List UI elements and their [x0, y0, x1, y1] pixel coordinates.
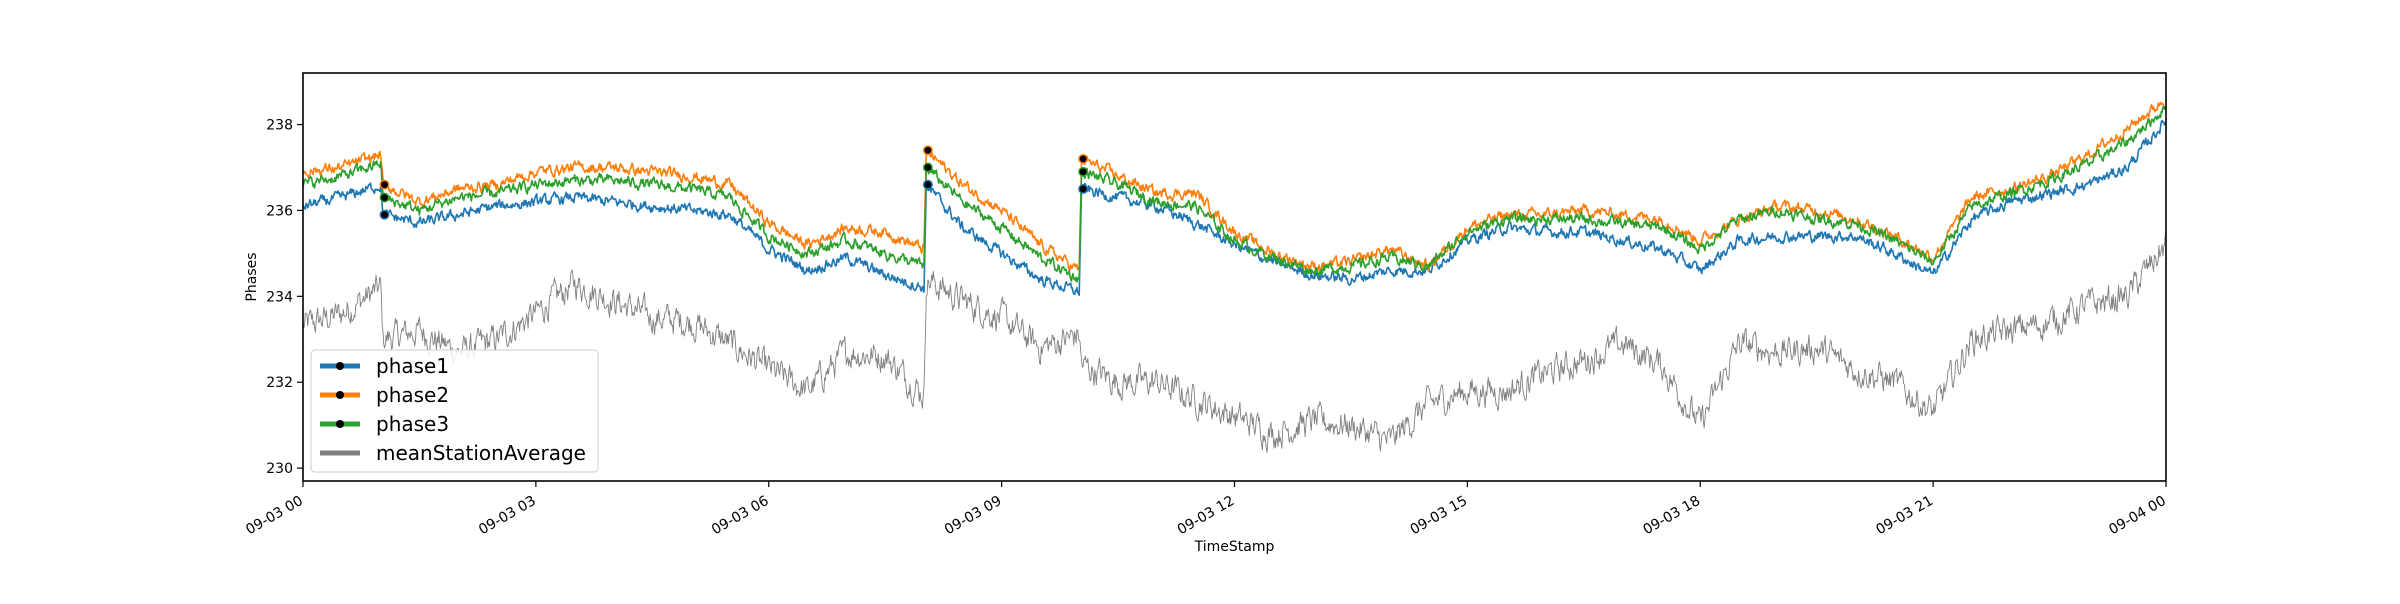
legend-label-phase3: phase3	[376, 412, 449, 436]
marker-phase2-0	[379, 179, 390, 190]
marker-phase1-1	[922, 179, 933, 190]
x-tick-label-5: 09-03 15	[1408, 493, 1471, 538]
legend-label-phase2: phase2	[376, 383, 449, 407]
legend-marker-phase3	[336, 420, 344, 428]
marker-phase3-2	[1078, 166, 1089, 177]
marker-phase3-0	[379, 192, 390, 203]
marker-phase3-1	[922, 162, 933, 173]
series-line-phase2	[302, 101, 2167, 272]
legend-marker-phase2	[336, 391, 344, 399]
x-tick-label-0: 09-03 00	[243, 493, 306, 538]
series-line-phase3	[302, 106, 2167, 283]
marker-phase2-2	[1078, 153, 1089, 164]
legend: phase1 phase2 phase3 meanStationAverage	[310, 349, 599, 473]
x-axis-label: TimeStamp	[1194, 539, 1275, 555]
x-tick-label-3: 09-03 09	[942, 493, 1005, 538]
x-tick-label-8: 09-04 00	[2106, 493, 2169, 538]
series-line-meanStationAverage	[302, 231, 2167, 453]
legend-label-meanStationAverage: meanStationAverage	[376, 441, 586, 465]
x-tick-label-4: 09-03 12	[1175, 493, 1238, 538]
y-tick-label-4: 238	[266, 118, 293, 134]
legend-marker-phase1	[336, 362, 344, 370]
x-tick-label-2: 09-03 06	[709, 493, 772, 538]
series-line-phase1	[302, 119, 2167, 297]
marker-phase2-1	[922, 145, 933, 156]
legend-box	[310, 349, 599, 473]
marker-phase1-0	[379, 209, 390, 220]
legend-label-phase1: phase1	[376, 354, 449, 378]
y-tick-label-0: 230	[266, 461, 293, 477]
x-tick-label-7: 09-03 21	[1873, 493, 1936, 538]
y-tick-label-2: 234	[266, 289, 293, 305]
y-tick-label-3: 236	[266, 203, 293, 219]
y-axis-label: Phases	[244, 252, 260, 301]
x-tick-label-6: 09-03 18	[1641, 493, 1704, 538]
y-tick-label-1: 232	[266, 375, 293, 391]
x-tick-label-1: 09-03 03	[476, 493, 539, 538]
marker-phase1-2	[1078, 184, 1089, 194]
